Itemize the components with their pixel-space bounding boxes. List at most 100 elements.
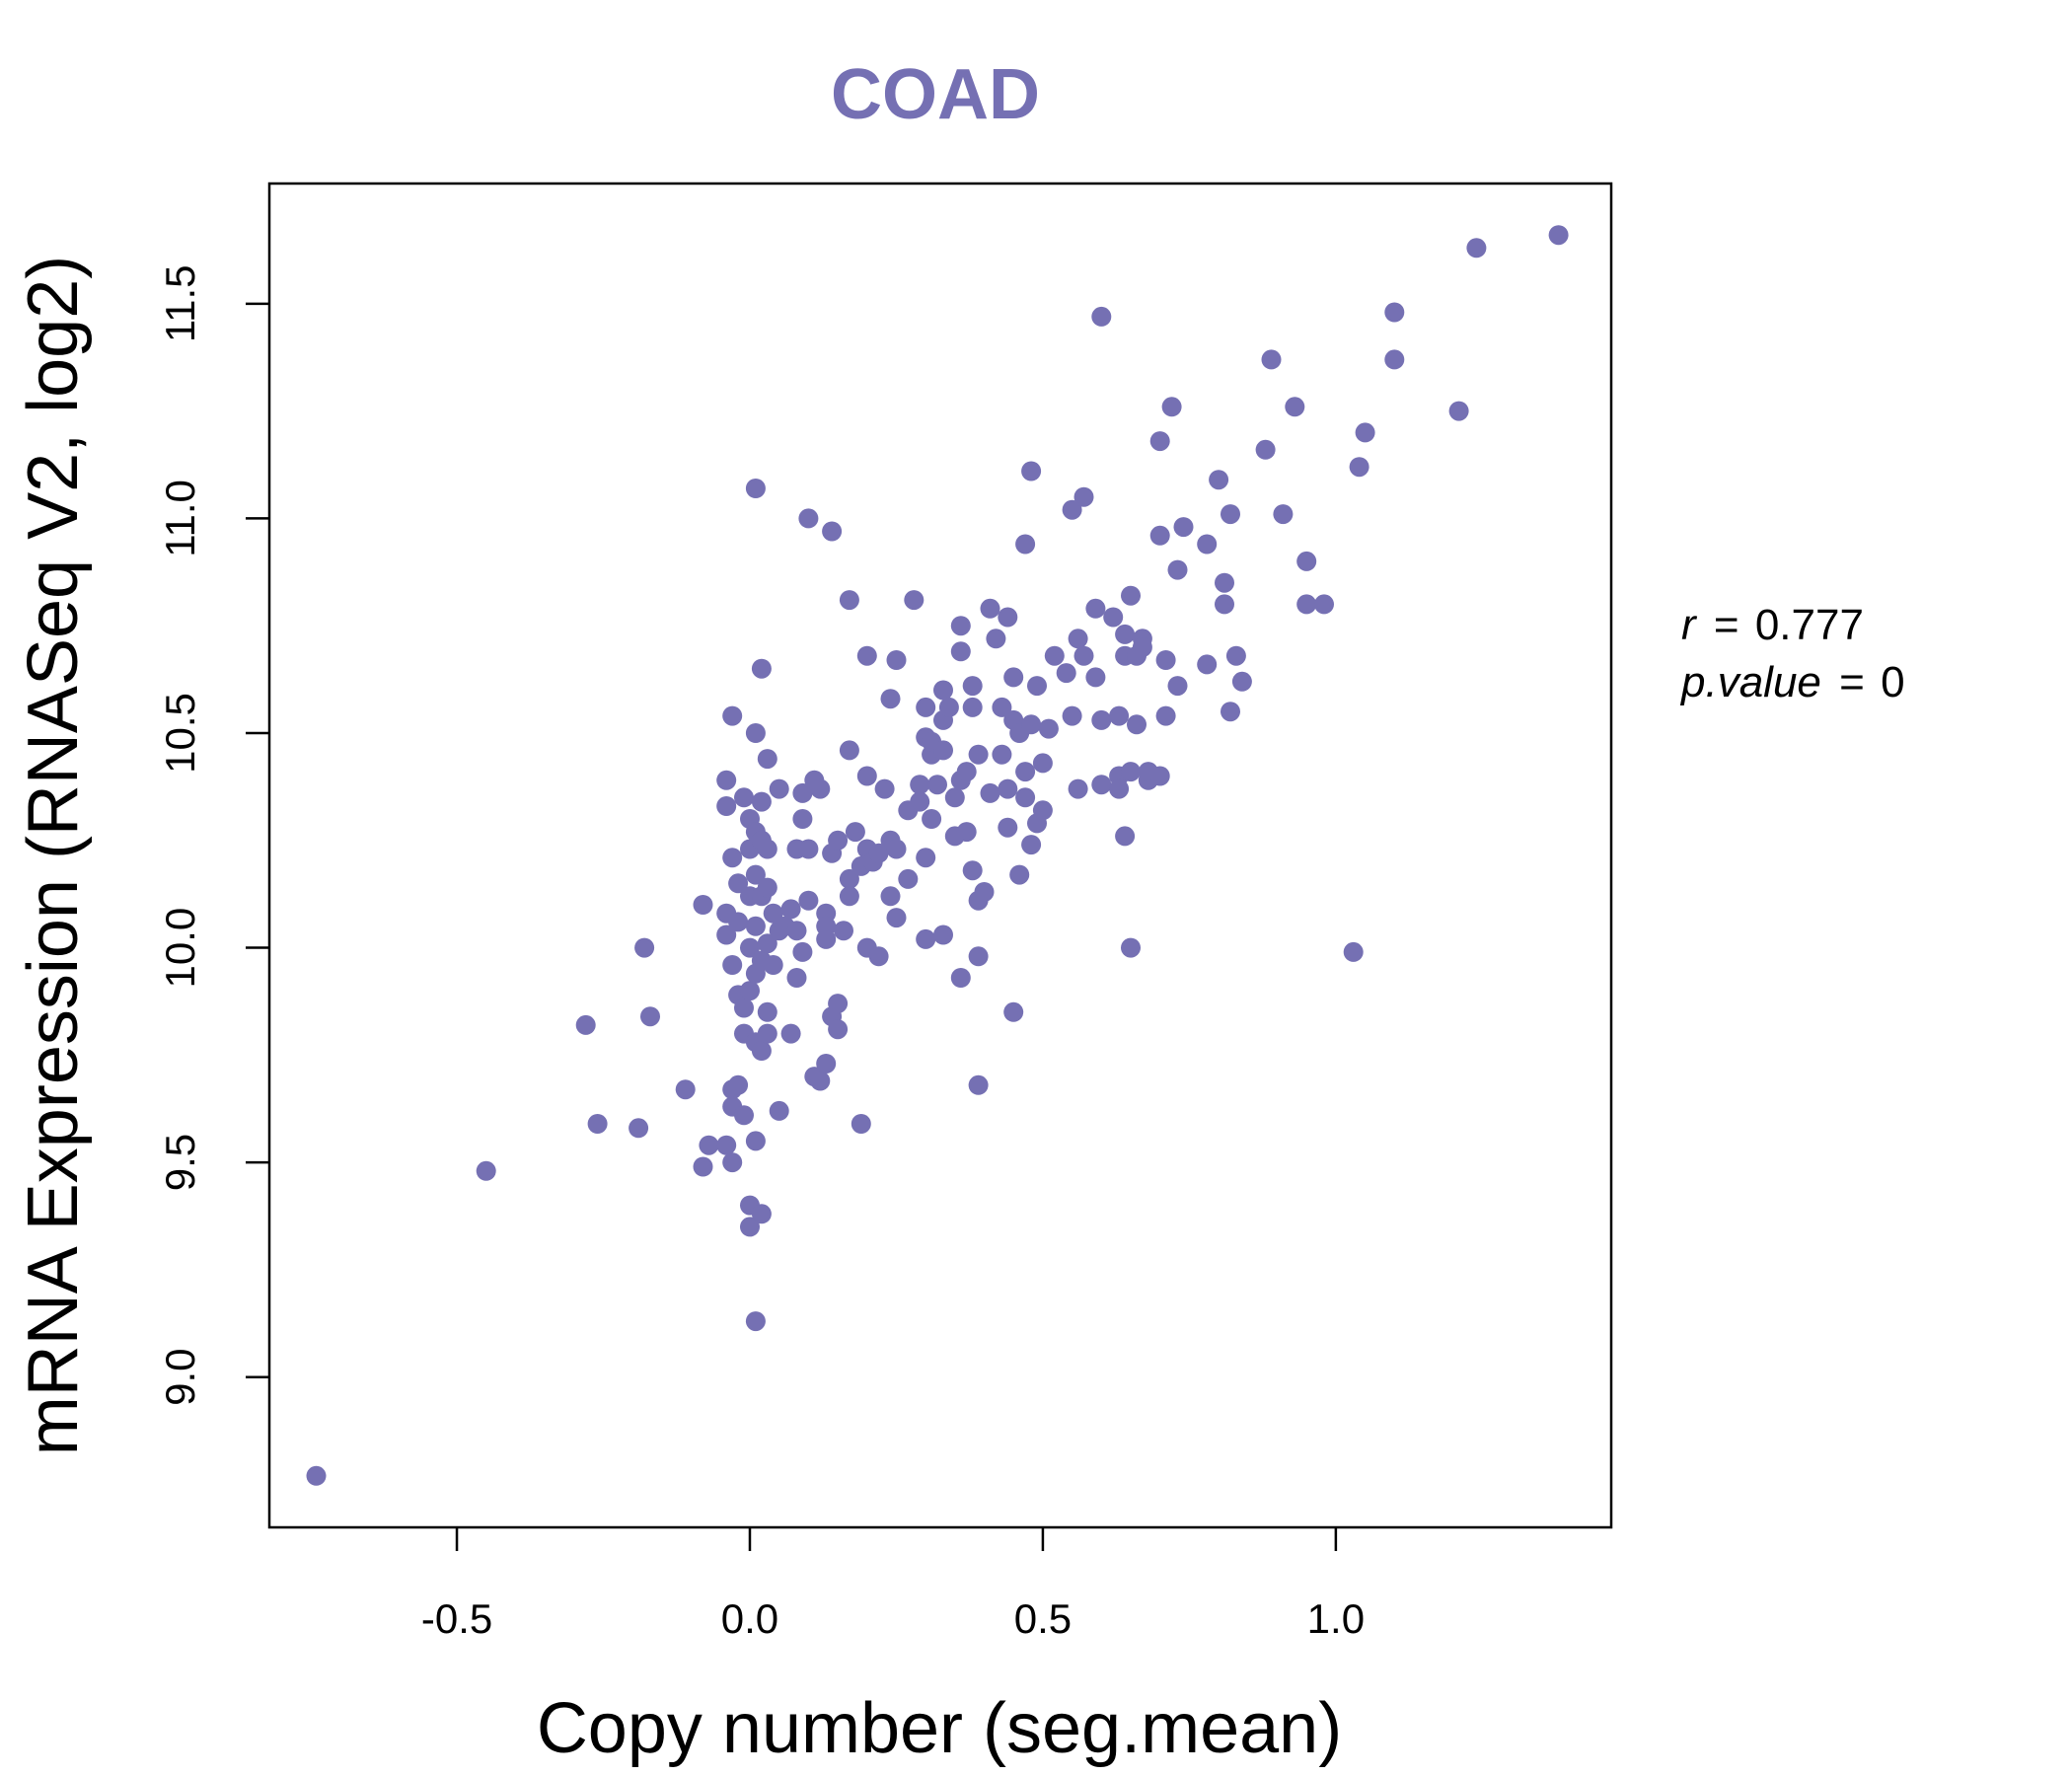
data-point [792, 941, 813, 962]
data-point [1197, 534, 1218, 555]
data-point [904, 590, 925, 611]
data-point [1085, 667, 1106, 688]
data-point [716, 770, 737, 790]
data-point [1091, 709, 1112, 730]
data-point [944, 787, 965, 808]
data-point [1221, 702, 1240, 722]
data-point [992, 697, 1012, 717]
data-point [968, 744, 989, 765]
data-point [992, 744, 1012, 765]
data-point [575, 1014, 596, 1035]
chart-title: COAD [831, 55, 1040, 134]
data-point [1296, 551, 1317, 571]
data-point [1231, 671, 1252, 692]
data-point [757, 877, 777, 898]
data-point [1296, 594, 1317, 615]
data-point [1155, 650, 1176, 670]
data-point [745, 864, 766, 885]
data-point [751, 1204, 772, 1224]
data-point [886, 839, 907, 859]
data-point [745, 1131, 766, 1151]
data-point [740, 937, 760, 958]
data-point [1015, 762, 1036, 782]
data-point [828, 994, 849, 1014]
data-point [1056, 663, 1076, 684]
data-point [950, 641, 971, 662]
data-point [1261, 349, 1282, 370]
data-point [1121, 585, 1141, 606]
data-point [745, 479, 766, 498]
data-point [751, 791, 772, 812]
y-tick-label: 10.5 [157, 693, 203, 774]
data-point [1167, 676, 1188, 697]
data-point [757, 1001, 777, 1022]
data-point [986, 629, 1006, 649]
data-point [1273, 504, 1294, 525]
data-point [856, 645, 877, 666]
y-tick-label: 9.0 [157, 1349, 203, 1406]
data-point [950, 968, 971, 988]
data-point [1073, 486, 1094, 507]
data-point [728, 873, 749, 894]
data-points [306, 225, 1569, 1486]
data-point [728, 912, 749, 932]
data-point [1167, 559, 1188, 580]
data-point [1021, 714, 1042, 735]
data-point [839, 590, 859, 611]
data-point [734, 1105, 754, 1126]
data-point [1255, 439, 1276, 460]
data-point [798, 890, 819, 911]
data-point [839, 886, 859, 907]
data-point [1149, 525, 1170, 546]
data-point [1448, 401, 1469, 421]
data-point [927, 775, 947, 795]
data-point [792, 809, 813, 829]
y-axis-label: mRNA Expression (RNASeq V2, log2) [14, 256, 93, 1455]
data-point [916, 848, 936, 868]
data-point [757, 839, 777, 859]
p-value-label: p.value [1679, 658, 1821, 706]
data-point [1044, 645, 1065, 666]
x-tick-label: 0.5 [1014, 1595, 1072, 1642]
data-point [1073, 645, 1094, 666]
data-point [886, 650, 907, 670]
data-point [763, 903, 783, 924]
data-point [1384, 349, 1405, 370]
y-tick-label: 11.5 [157, 264, 203, 342]
data-point [722, 1152, 743, 1173]
data-point [998, 778, 1018, 799]
y-tick-label: 9.5 [157, 1134, 203, 1191]
data-point [1009, 864, 1030, 885]
data-point [886, 908, 907, 928]
data-point [1161, 397, 1182, 417]
r-label: r [1681, 601, 1698, 649]
data-point [1221, 504, 1240, 525]
p-value-statistic: p.value = 0 [1679, 658, 1905, 706]
data-point [834, 921, 853, 941]
data-point [868, 843, 889, 863]
data-point [845, 822, 865, 843]
data-point [1155, 705, 1176, 726]
data-point [1027, 676, 1047, 697]
data-point [745, 1311, 766, 1332]
x-tick-label: 1.0 [1307, 1595, 1365, 1642]
data-point [1215, 594, 1234, 615]
data-point [1149, 431, 1170, 452]
p-equals-sign: = [1839, 658, 1865, 706]
data-point [1349, 457, 1369, 478]
data-point [880, 689, 901, 709]
data-point [722, 955, 743, 975]
x-axis: -0.5 0.0 0.5 1.0 [421, 1527, 1365, 1642]
data-point [1032, 753, 1053, 774]
plot-frame [267, 182, 1613, 1529]
data-point [693, 895, 713, 915]
data-point [1015, 787, 1036, 808]
data-point [306, 1465, 327, 1486]
data-point [716, 796, 737, 816]
data-point [1215, 572, 1234, 593]
data-point [1209, 470, 1229, 490]
data-point [898, 868, 919, 889]
data-point [856, 766, 877, 786]
data-point [1355, 422, 1375, 443]
